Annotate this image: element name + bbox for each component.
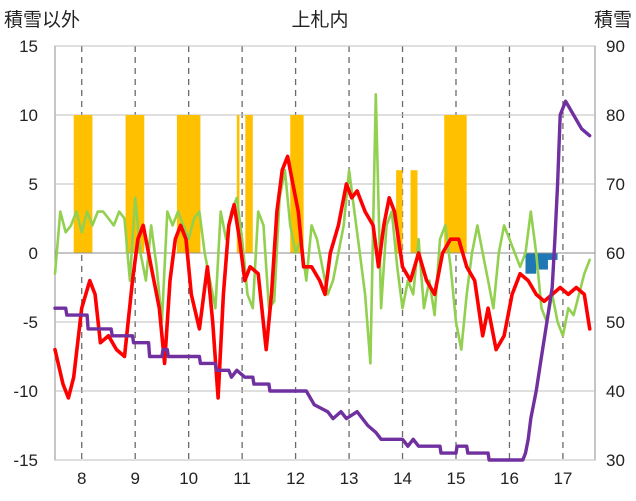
left-tick-label: 5 [29,175,38,194]
left-tick-label: 0 [29,244,38,263]
left-tick-label: -5 [23,313,38,332]
right-tick-label: 70 [606,175,625,194]
right-tick-label: 80 [606,106,625,125]
precip-bar [245,115,253,253]
precip-bar [396,170,403,253]
precip-bar [410,170,418,253]
right-tick-label: 60 [606,244,625,263]
precip-bar [73,115,93,253]
right-axis-title: 積雪 [594,9,632,31]
x-tick-label: 9 [130,469,139,488]
precip-bar [125,115,145,253]
right-tick-label: 90 [606,37,625,56]
right-tick-label: 40 [606,382,625,401]
left-tick-label: 10 [19,106,38,125]
precip-bar [444,115,467,253]
temperature-line [53,154,592,400]
x-tick-label: 17 [553,469,572,488]
precip-bar [176,115,201,253]
x-tick-label: 12 [286,469,305,488]
humidity-line [53,93,592,365]
x-tick-label: 8 [77,469,86,488]
left-axis-title: 積雪以外 [4,9,80,31]
left-tick-label: -10 [13,382,38,401]
snow-bar [536,253,548,270]
x-tick-label: 15 [447,469,466,488]
x-tick-label: 11 [233,469,251,488]
x-tick-label: 10 [179,469,198,488]
x-tick-label: 16 [500,469,519,488]
x-tick-label: 13 [340,469,359,488]
chart-title: 上札内 [291,9,348,31]
left-tick-label: -15 [13,451,38,470]
right-tick-label: 30 [606,451,625,470]
snow-depth-line [53,99,592,462]
left-tick-label: 15 [19,37,38,56]
x-tick-label: 14 [393,469,412,488]
precip-bar [236,115,240,253]
snow-bar [525,253,537,274]
series-lines [53,93,592,462]
right-tick-label: 50 [606,313,625,332]
